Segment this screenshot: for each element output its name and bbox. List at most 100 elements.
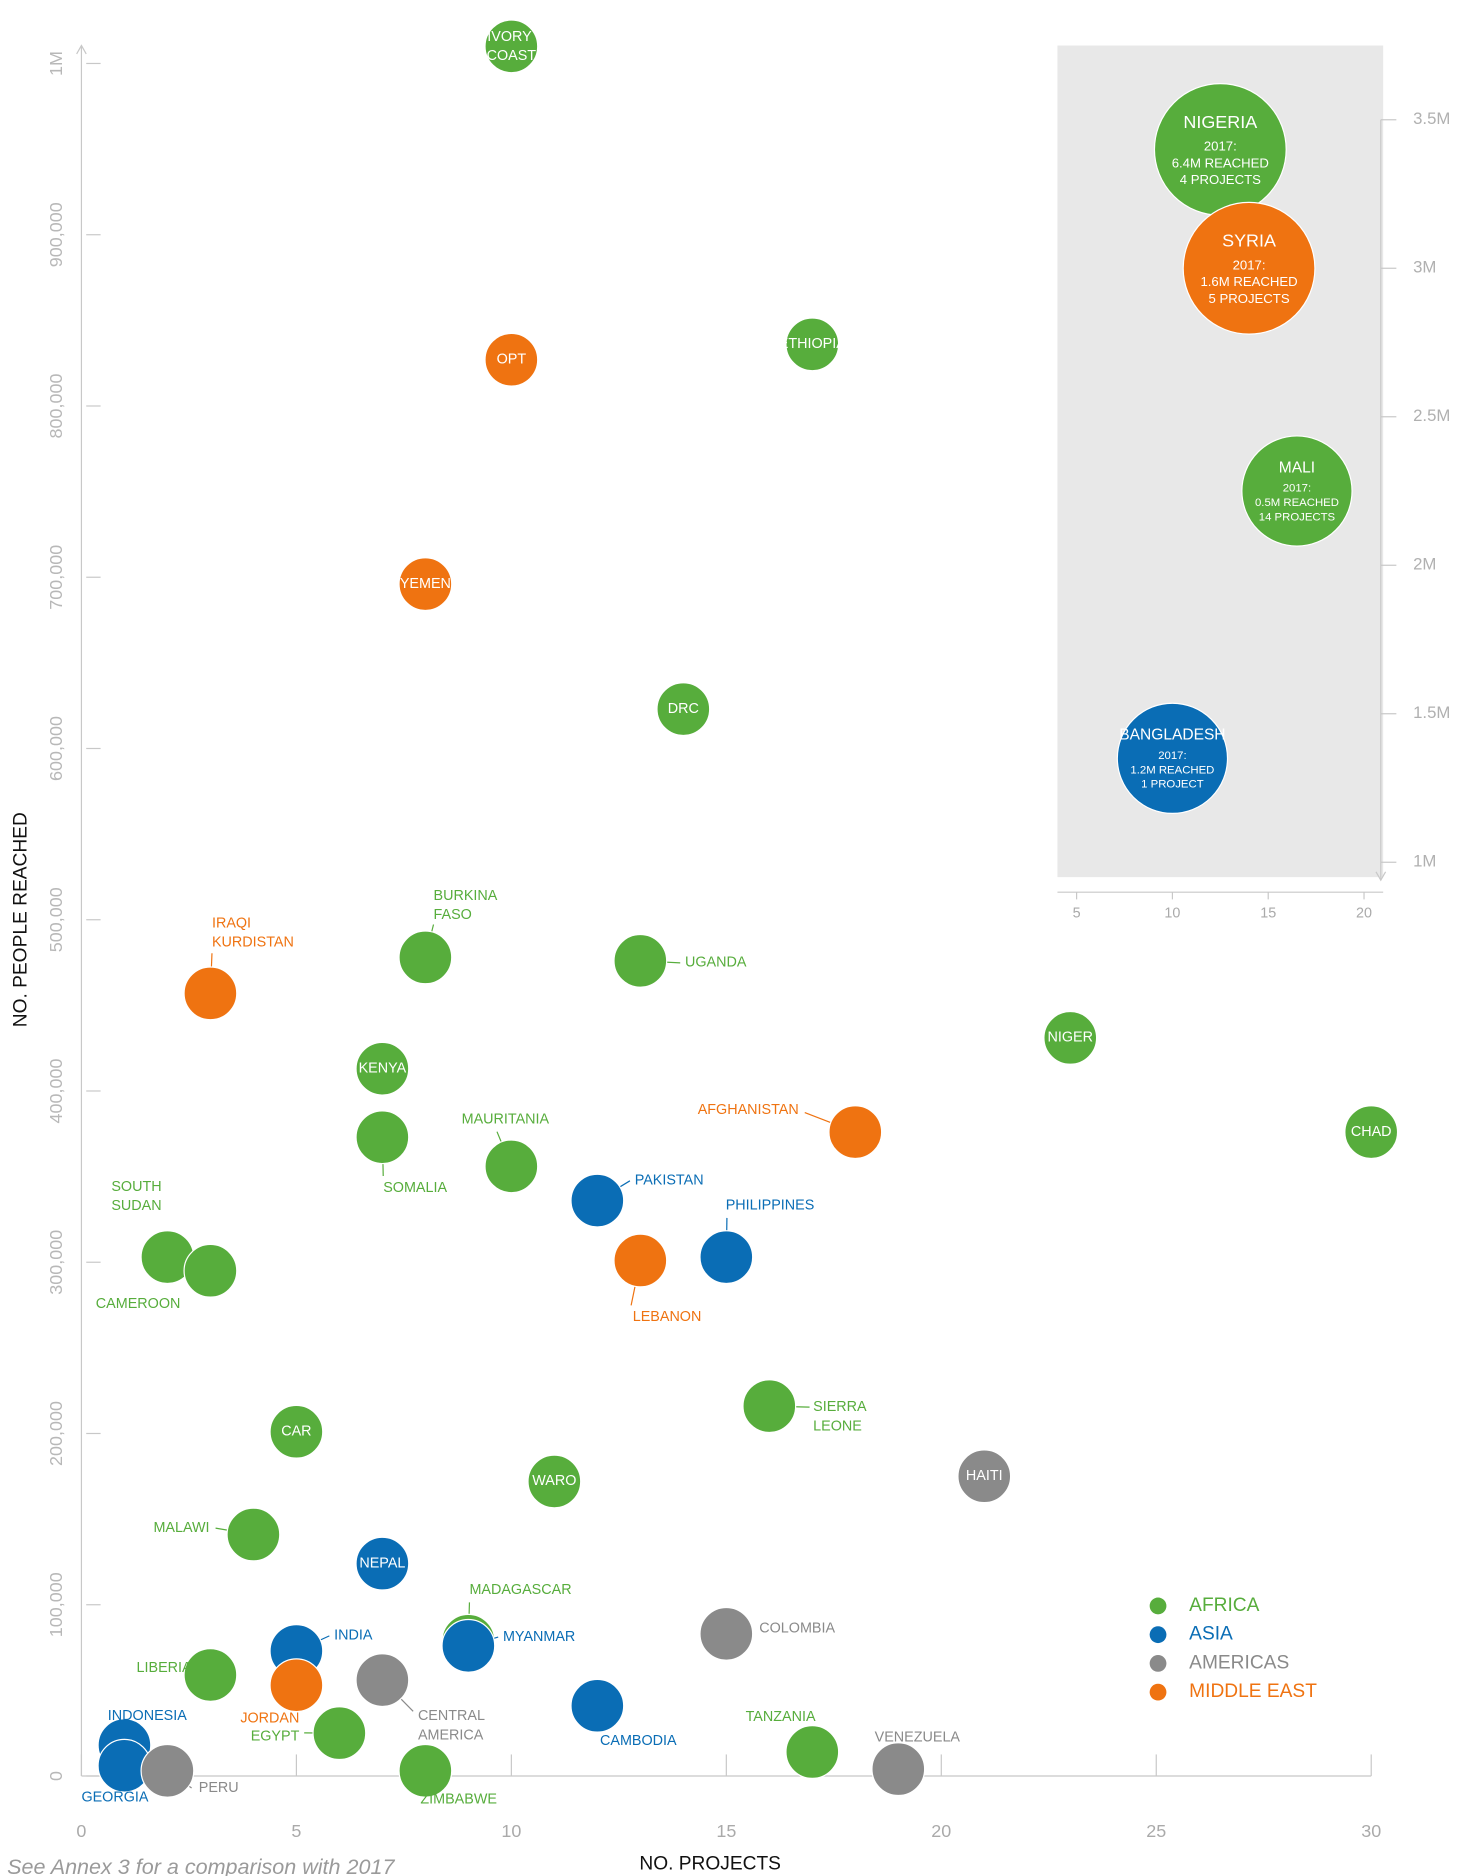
point-label: IVORY COAST [487,29,537,64]
inset-note: 5 PROJECTS [1208,291,1289,306]
x-axis-title: NO. PROJECTS [639,1854,781,1875]
inset-y-tick-label: 2M [1413,555,1436,574]
x-tick-label: 5 [291,1821,301,1841]
bubble [656,682,711,737]
inset-bubble [1182,201,1316,335]
y-tick-label: 800,000 [46,374,66,439]
point-label: UGANDA [685,955,747,971]
inset-note: 6.4M REACHED [1172,155,1269,170]
point-label: CAMEROON [96,1296,181,1312]
point-label: MADAGASCAR [469,1582,571,1598]
point-label: SIERRA LEONE [813,1399,870,1434]
point-label: CAR [281,1424,311,1440]
bubble [785,1725,840,1779]
point-label: TANZANIA [746,1709,816,1725]
point-label: INDIA [334,1628,373,1644]
inset-note: 2017: [1233,257,1266,272]
bubble [355,1110,410,1165]
inset-note: 1.2M REACHED [1130,764,1214,776]
bubble [183,1243,238,1298]
legend-label: ASIA [1189,1624,1233,1645]
inset-x-tick-label: 20 [1356,906,1372,922]
bubble [355,1041,410,1096]
x-tick-label: 20 [931,1821,951,1841]
y-tick-label: 500,000 [46,887,66,952]
inset-y-tick-label: 1M [1413,852,1436,871]
point-label: LEBANON [633,1309,702,1325]
bubble [398,930,453,985]
y-tick-label: 200,000 [46,1401,66,1466]
inset-note: 0.5M REACHED [1255,497,1339,509]
point-label: ZIMBABWE [420,1792,497,1808]
inset-note: 1.6M REACHED [1200,274,1297,289]
bubble [226,1507,281,1562]
point-label: CENTRAL AMERICA [418,1708,488,1743]
bubble [484,1139,539,1194]
inset-y-tick-label: 3M [1413,258,1436,277]
x-tick-label: 25 [1146,1821,1166,1841]
point-label: CAMBODIA [600,1733,677,1749]
inset-x-tick-label: 10 [1164,906,1180,922]
point-label: HAITI [966,1468,1003,1484]
legend-swatch [1149,1683,1167,1701]
bubble [785,317,840,372]
legend-label: MIDDLE EAST [1189,1681,1317,1702]
legend-label: AFRICA [1189,1595,1259,1616]
point-label: PAKISTAN [635,1173,704,1189]
legend-swatch [1149,1597,1167,1615]
x-tick-label: 0 [76,1821,86,1841]
y-tick-label: 600,000 [46,716,66,781]
y-axis-arrow [76,44,87,55]
y-tick-label: 400,000 [46,1059,66,1124]
inset-bubble [1241,435,1353,547]
point-label: NIGER [1048,1030,1093,1046]
legend-swatch [1149,1626,1167,1644]
bubble [699,1606,754,1661]
bubble [570,1173,625,1228]
point-label: LIBERIA [137,1660,192,1676]
point-label: MALAWI [153,1520,209,1536]
point-label: WARO [532,1473,576,1489]
inset-note: 2017: [1204,139,1237,154]
point-label: ETHIOPIA [779,336,846,352]
bubble [828,1105,883,1160]
bubble [183,966,238,1021]
y-tick-label: 100,000 [46,1572,66,1637]
bubble [269,1658,324,1713]
point-label: NEPAL [359,1555,405,1571]
bubble [484,332,539,387]
point-label: IRAQI KURDISTAN [212,915,294,950]
x-tick-label: 15 [716,1821,736,1841]
bubble [441,1618,496,1673]
bubble [742,1379,797,1434]
point-label: INDONESIA [108,1708,187,1724]
y-tick-label: 300,000 [46,1230,66,1295]
bubble [140,1743,195,1798]
bubble [269,1404,324,1459]
point-label: AFGHANISTAN [698,1102,799,1118]
inset-point-label: SYRIA [1222,231,1276,251]
point-label: COLOMBIA [759,1620,835,1636]
inset-y-arrow [1375,871,1387,882]
inset-point-label: NIGERIA [1183,112,1257,132]
bubble [312,1706,367,1761]
point-label: EGYPT [251,1728,300,1744]
inset-x-tick-label: 5 [1073,906,1081,922]
point-label: PERU [199,1780,239,1796]
inset-note: 2017: [1158,750,1186,762]
inset-point-label: MALI [1279,459,1315,476]
inset-note: 1 PROJECT [1141,779,1204,791]
bubble [957,1449,1012,1504]
point-label: DRC [668,701,699,717]
bubble [484,19,539,74]
point-label: GEORGIA [81,1789,148,1805]
point-label: MAURITANIA [462,1112,550,1128]
inset-y-tick-label: 3.5M [1413,109,1450,128]
y-tick-label: 700,000 [46,545,66,610]
x-tick-label: 30 [1361,1821,1381,1841]
point-label: BURKINA FASO [434,888,501,923]
point-label: VENEZUELA [875,1729,961,1745]
x-tick-label: 10 [501,1821,521,1841]
